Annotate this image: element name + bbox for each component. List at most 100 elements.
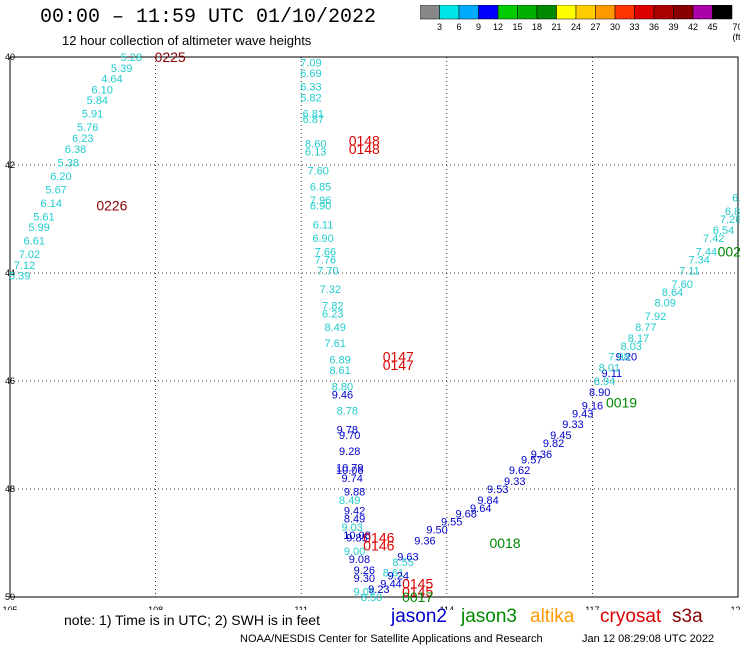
wave-height-label: 9.26	[354, 565, 375, 577]
wave-height-label: 8.94	[594, 376, 615, 388]
wave-height-label: 9.44	[380, 579, 401, 591]
wave-height-label: 9.05	[354, 587, 375, 599]
pass-time-label: 0147	[383, 349, 414, 365]
wave-height-label: 6.87	[303, 114, 324, 126]
wave-height-label: 5.39	[111, 63, 132, 75]
pass-time-label: 0146	[363, 538, 394, 554]
wave-height-label: 6.23	[322, 309, 343, 321]
wave-height-label: 10.79	[336, 462, 364, 474]
wave-height-label: 9.11	[602, 368, 623, 380]
wave-height-label: 8.55	[392, 557, 413, 569]
wave-height-label: 6.90	[312, 233, 333, 245]
lon-tick-label: 114	[440, 605, 454, 610]
pass-time-label: 0018	[489, 535, 520, 551]
pass-time-label: 0145	[402, 576, 433, 592]
wave-height-label: 7.32	[320, 284, 341, 296]
wave-height-label: 4.64	[101, 74, 122, 86]
wave-height-label: 10.06	[336, 465, 364, 477]
wave-height-label: 6.10	[92, 84, 113, 96]
wave-height-label: 9.64	[470, 503, 491, 515]
wave-height-label: 5.99	[28, 222, 49, 234]
wave-height-label: 9.16	[582, 400, 603, 412]
wave-height-label: 6.54	[713, 225, 734, 237]
pass-time-label: 0225	[155, 49, 186, 65]
units-note: note: 1) Time is in UTC; 2) SWH is in fe…	[64, 612, 320, 628]
wave-height-label: 6.81	[303, 109, 324, 121]
wave-height-label: 7.82	[322, 300, 343, 312]
wave-height-label: 9.43	[572, 408, 593, 420]
wave-height-label: 7.60	[671, 279, 692, 291]
lat-tick-label: 40	[5, 52, 15, 62]
wave-height-label: 7.34	[688, 255, 709, 267]
wave-height-label: 9.88	[344, 487, 365, 499]
wave-height-label: 9.70	[339, 430, 360, 442]
wave-height-label: 6.85	[310, 182, 331, 194]
wave-height-label: 6.89	[725, 206, 740, 218]
wave-height-label: 9.78	[337, 425, 358, 437]
wave-height-label: 8.61	[329, 365, 350, 377]
wave-height-label: 6.13	[305, 147, 326, 159]
wave-height-label: 6.38	[65, 144, 86, 156]
wave-height-map: 1051081111141171204042444648505.285.394.…	[2, 49, 740, 610]
legend-altika: altika	[530, 606, 575, 627]
timestamp-text: Jan 12 08:29:08 UTC 2022	[582, 633, 715, 645]
wave-height-label: 9.62	[509, 465, 530, 477]
wave-height-label: 9.36	[531, 449, 552, 461]
wave-height-label: 8.60	[305, 138, 326, 150]
wave-height-label: 5.91	[82, 109, 103, 121]
wave-height-label: 7.02	[19, 249, 40, 261]
lon-tick-label: 108	[148, 605, 163, 610]
credit-text: NOAA/NESDIS Center for Satellite Applica…	[240, 633, 543, 645]
wave-height-label: 9.84	[477, 495, 498, 507]
wave-height-label: 6.90	[310, 201, 331, 213]
color-scale-tick: 42	[687, 22, 699, 32]
color-scale-labels: 36912151821242730333639424570 (ft)	[420, 22, 740, 42]
color-scale-tick: 21	[551, 22, 562, 32]
pass-time-label: 0148	[349, 141, 380, 157]
wave-height-label: 6.33	[300, 82, 321, 94]
lon-tick-label: 105	[2, 605, 17, 610]
lon-tick-label: 111	[294, 605, 308, 610]
wave-height-label: 9.33	[562, 419, 583, 431]
wave-height-label: 9.57	[521, 454, 542, 466]
wave-height-label: 9.50	[426, 525, 447, 537]
pass-time-label: 0019	[606, 395, 637, 411]
wave-height-label: 8.90	[589, 387, 610, 399]
legend-jason3: jason3	[461, 606, 517, 627]
color-swatch	[712, 5, 733, 20]
wave-height-label: 9.53	[487, 484, 508, 496]
wave-height-label: 7.76	[315, 255, 336, 267]
pass-time-label: 0145	[402, 584, 433, 600]
wave-height-label: 6.20	[50, 171, 71, 183]
color-scale-tick: 15	[512, 22, 523, 32]
lon-tick-label: 120	[730, 605, 740, 610]
color-scale-tick: 24	[570, 22, 582, 32]
wave-height-label: 9.74	[341, 473, 362, 485]
wave-height-label: 9.46	[332, 390, 353, 402]
wave-height-label: 9.45	[550, 430, 571, 442]
lat-tick-label: 42	[5, 160, 15, 170]
wave-height-label: 6.23	[72, 133, 93, 145]
wave-height-label: 8.09	[654, 298, 675, 310]
wave-height-label: 9.36	[414, 535, 435, 547]
page-title: 00:00 – 11:59 UTC 01/10/2022	[40, 6, 377, 29]
wave-height-label: 9.30	[354, 573, 375, 585]
lat-tick-label: 48	[5, 484, 15, 494]
wave-height-label: 7.44	[696, 246, 717, 258]
wave-height-label: 8.49	[339, 495, 360, 507]
wave-height-label: 6.11	[313, 219, 334, 231]
color-scale-tick: 18	[531, 22, 543, 32]
color-scale-tick: 12	[492, 22, 504, 32]
color-scale-tick: 3	[436, 22, 443, 32]
lat-tick-label: 50	[5, 592, 15, 602]
color-scale-tick: 39	[668, 22, 679, 32]
pass-time-label: 0017	[402, 589, 433, 605]
wave-height-label: 9.20	[616, 352, 637, 364]
wave-height-label: 6.69	[300, 68, 321, 80]
wave-height-label: 7.11	[679, 265, 700, 277]
color-scale-tick: 27	[590, 22, 601, 32]
wave-height-label: 6.14	[41, 198, 62, 210]
wave-height-label: 9.28	[339, 446, 360, 458]
wave-height-label: 5.76	[77, 122, 98, 134]
page-subtitle: 12 hour collection of altimeter wave hei…	[62, 33, 312, 48]
